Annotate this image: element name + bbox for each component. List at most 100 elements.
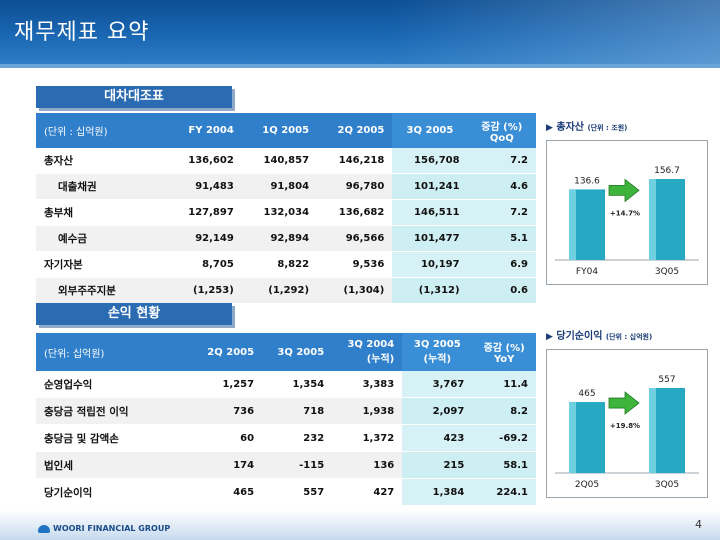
cell: 132,034 [241, 199, 318, 226]
row-label: 충당금 및 감액손 [36, 424, 192, 452]
header-banner [0, 0, 720, 64]
cell: 91,804 [241, 173, 318, 200]
table-header-row: (단위 : 십억원) FY 2004 1Q 2005 2Q 2005 3Q 20… [36, 113, 536, 148]
net-income-chart-svg: 465 2Q05 557 3Q05 +19.8% [555, 375, 699, 490]
bar-highlight [649, 388, 656, 473]
category-label: 2Q05 [575, 480, 599, 490]
cell: 174 [192, 451, 263, 479]
growth-label: +19.8% [610, 422, 640, 430]
table-row: 대출채권 91,483 91,804 96,780 101,241 4.6 [36, 173, 536, 200]
cell: (1,304) [317, 277, 393, 304]
net-income-chart: 465 2Q05 557 3Q05 +19.8% [546, 349, 708, 498]
row-label: 자기자본 [36, 251, 168, 278]
unit-label: (단위: 십억원) [36, 333, 192, 371]
column-header: 2Q 2005 [192, 333, 263, 371]
cell: 5.1 [467, 225, 536, 252]
cell: 1,938 [332, 397, 403, 425]
row-label: 대출채권 [36, 173, 168, 200]
change-header-line2: YoY [493, 354, 515, 365]
cell: 140,857 [241, 148, 318, 174]
column-header: FY 2004 [168, 113, 242, 148]
cell: 718 [262, 397, 333, 425]
table-row: 당기순이익 465 557 427 1,384 224.1 [36, 478, 536, 506]
header-line1: 3Q 2005 [413, 339, 461, 350]
change-header: 증감 (%) YoY [472, 333, 536, 371]
net-income-chart-title: ▶ 당기순이익 (단위 : 십억원) [546, 327, 652, 342]
cell: 3,767 [402, 371, 473, 398]
table-row: 충당금 적립전 이익 736 718 1,938 2,097 8.2 [36, 397, 536, 425]
table-row: 총부채 127,897 132,034 136,682 146,511 7.2 [36, 199, 536, 226]
cell: 7.2 [467, 199, 536, 226]
table-row: 자기자본 8,705 8,822 9,536 10,197 6.9 [36, 251, 536, 278]
cell: 3,383 [332, 371, 403, 398]
row-label: 외부주주지분 [36, 277, 168, 304]
cell: 0.6 [467, 277, 536, 304]
cell: 92,149 [168, 225, 242, 252]
bar-highlight [569, 402, 576, 473]
column-header-cumulative: 3Q 2004 (누적) [332, 333, 403, 371]
cell: 2,097 [402, 397, 473, 425]
data-label: 156.7 [654, 166, 680, 176]
total-assets-chart: 136.6 FY04 156.7 3Q05 +14.7% [546, 140, 708, 285]
cell: (1,253) [168, 277, 242, 304]
cell: -115 [262, 451, 333, 479]
row-label: 법인세 [36, 451, 192, 479]
chart-unit: (단위 : 조원) [587, 124, 628, 132]
table-row: 법인세 174 -115 136 215 58.1 [36, 451, 536, 479]
cell: 232 [262, 424, 333, 452]
cell: 7.2 [467, 148, 536, 174]
cell: 92,894 [241, 225, 318, 252]
cell: 427 [332, 478, 403, 506]
growth-label: +14.7% [610, 209, 640, 217]
chart-title-text: 총자산 [556, 122, 585, 133]
logo-icon [38, 524, 50, 533]
bar-highlight [569, 189, 576, 260]
cell: 96,780 [317, 173, 393, 200]
cell: 11.4 [472, 371, 536, 398]
cell: 423 [402, 424, 473, 452]
balance-sheet-section-label: 대차대조표 [36, 86, 232, 108]
cell: 60 [192, 424, 263, 452]
income-section-label: 손익 현황 [36, 303, 232, 325]
change-header-line2: QoQ [489, 132, 514, 144]
row-label: 총자산 [36, 148, 168, 174]
row-label: 충당금 적립전 이익 [36, 397, 192, 425]
company-logo: WOORI FINANCIAL GROUP [38, 524, 170, 533]
cell: -69.2 [472, 424, 536, 452]
column-header: 3Q 2005 [392, 113, 468, 148]
category-label: 3Q05 [655, 267, 679, 277]
cell: 4.6 [467, 173, 536, 200]
cell: 224.1 [472, 478, 536, 506]
cell: 8,822 [241, 251, 318, 278]
row-label: 총부채 [36, 199, 168, 226]
table-row: 충당금 및 감액손 60 232 1,372 423 -69.2 [36, 424, 536, 452]
cell: 156,708 [392, 148, 468, 174]
footer-band [0, 510, 720, 540]
cell: 1,257 [192, 371, 263, 398]
cell: (1,312) [392, 277, 468, 304]
cell: 127,897 [168, 199, 242, 226]
category-label: 3Q05 [655, 480, 679, 490]
growth-arrow-icon [608, 391, 640, 415]
column-header: 2Q 2005 [317, 113, 393, 148]
growth-arrow-icon [608, 178, 640, 203]
bar-highlight [649, 179, 656, 260]
cell: 58.1 [472, 451, 536, 479]
cell: 6.9 [467, 251, 536, 278]
cell: 1,354 [262, 371, 333, 398]
row-label: 순영업수익 [36, 371, 192, 398]
cell: 96,566 [317, 225, 393, 252]
balance-sheet-table: (단위 : 십억원) FY 2004 1Q 2005 2Q 2005 3Q 20… [36, 113, 536, 304]
total-assets-chart-title: ▶ 총자산 (단위 : 조원) [546, 118, 627, 133]
chart-title-text: 당기순이익 [556, 331, 603, 342]
cell: 215 [402, 451, 473, 479]
data-label: 557 [658, 375, 675, 385]
cell: 146,218 [317, 148, 393, 174]
category-label: FY04 [576, 267, 598, 277]
chart-unit: (단위 : 십억원) [605, 333, 653, 341]
logo-text: WOORI FINANCIAL GROUP [53, 524, 171, 533]
change-header-line1: 증감 (%) [481, 121, 523, 133]
cell: 9,536 [317, 251, 393, 278]
unit-label: (단위 : 십억원) [36, 113, 168, 148]
table-row: 총자산 136,602 140,857 146,218 156,708 7.2 [36, 148, 536, 174]
